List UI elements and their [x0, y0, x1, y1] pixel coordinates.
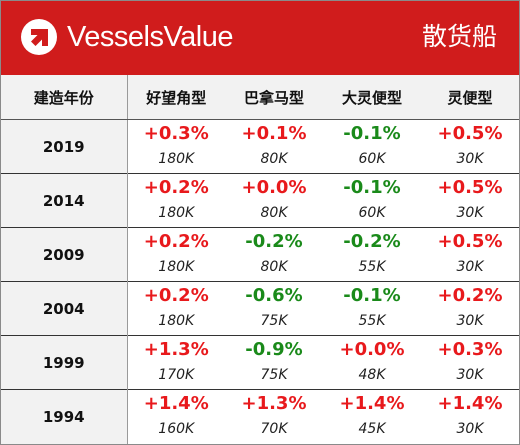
value-change-percent: +1.4%: [143, 393, 209, 414]
build-year-cell: 2019: [1, 119, 128, 174]
value-change-percent: +0.5%: [437, 231, 503, 252]
value-change-percent: +0.2%: [143, 231, 209, 252]
value-change-percent: +1.3%: [143, 339, 209, 360]
vessel-size-dwt: 70K: [260, 421, 288, 437]
table-row: 1999 +1.3% 170K -0.9% 75K +0.0% 48K +0.3% 30K: [1, 335, 519, 390]
value-change-percent: -0.1%: [343, 177, 401, 198]
panamax-cell: -0.9% 75K: [225, 335, 323, 390]
vessel-size-dwt: 55K: [358, 313, 386, 329]
value-change-percent: +0.5%: [437, 123, 503, 144]
vessel-size-dwt: 160K: [158, 421, 195, 437]
column-header-build-year: 建造年份: [1, 75, 128, 120]
build-year-cell: 2004: [1, 281, 128, 336]
supramax-cell: -0.1% 60K: [323, 173, 421, 228]
value-change-percent: -0.6%: [245, 285, 303, 306]
column-header-supramax: 大灵便型: [323, 75, 421, 120]
vessel-size-dwt: 180K: [158, 313, 195, 329]
capesize-cell: +0.2% 180K: [127, 173, 225, 228]
vessel-size-dwt: 48K: [358, 367, 386, 383]
vessel-size-dwt: 60K: [358, 151, 386, 167]
vessel-size-dwt: 80K: [260, 151, 288, 167]
value-change-percent: +1.4%: [339, 393, 405, 414]
handysize-cell: +0.3% 30K: [421, 335, 519, 390]
vessel-size-dwt: 75K: [260, 367, 288, 383]
panamax-cell: -0.2% 80K: [225, 227, 323, 282]
supramax-cell: -0.1% 60K: [323, 120, 421, 174]
vessel-size-dwt: 75K: [260, 313, 288, 329]
panamax-cell: +0.0% 80K: [225, 173, 323, 228]
vessel-size-dwt: 30K: [456, 421, 484, 437]
vessel-size-dwt: 180K: [158, 259, 195, 275]
value-change-percent: +0.2%: [143, 177, 209, 198]
vessel-category-title: 散货船: [421, 22, 497, 51]
supramax-cell: +1.4% 45K: [323, 389, 421, 444]
column-header-panamax: 巴拿马型: [225, 75, 323, 120]
table-row: 2004 +0.2% 180K -0.6% 75K -0.1% 55K +0.2% 30K: [1, 281, 519, 336]
build-year-cell: 2009: [1, 227, 128, 282]
value-change-percent: +0.5%: [437, 177, 503, 198]
vessel-size-dwt: 55K: [358, 259, 386, 275]
vessel-size-dwt: 60K: [358, 205, 386, 221]
table-row: 2009 +0.2% 180K -0.2% 80K -0.2% 55K +0.5% 30K: [1, 227, 519, 282]
vessel-size-dwt: 30K: [456, 205, 484, 221]
table-row: 1994 +1.4% 160K +1.3% 70K +1.4% 45K +1.4% 30K: [1, 389, 519, 444]
capesize-cell: +0.3% 180K: [127, 120, 225, 174]
build-year-cell: 1999: [1, 335, 128, 390]
vessel-size-dwt: 30K: [456, 259, 484, 275]
brand-name: VesselsValue: [67, 21, 233, 53]
value-change-percent: +0.0%: [241, 177, 307, 198]
capesize-cell: +0.2% 180K: [127, 281, 225, 336]
value-change-percent: +0.3%: [143, 123, 209, 144]
vessel-size-dwt: 30K: [456, 313, 484, 329]
value-change-percent: -0.1%: [343, 123, 401, 144]
handysize-cell: +0.5% 30K: [421, 227, 519, 282]
vessel-size-dwt: 170K: [158, 367, 195, 383]
handysize-cell: +0.2% 30K: [421, 281, 519, 336]
value-change-percent: -0.2%: [343, 231, 401, 252]
value-change-percent: +0.1%: [241, 123, 307, 144]
build-year-cell: 1994: [1, 389, 128, 444]
handysize-cell: +0.5% 30K: [421, 173, 519, 228]
table-row: 2019 +0.3% 180K +0.1% 80K -0.1% 60K +0.5% 30K: [1, 119, 519, 174]
panamax-cell: +0.1% 80K: [225, 120, 323, 174]
vesselsvalue-logo-icon: [21, 19, 57, 55]
value-change-percent: -0.1%: [343, 285, 401, 306]
capesize-cell: +1.3% 170K: [127, 335, 225, 390]
value-change-percent: +0.3%: [437, 339, 503, 360]
supramax-cell: -0.2% 55K: [323, 227, 421, 282]
vessel-size-dwt: 180K: [158, 205, 195, 221]
capesize-cell: +0.2% 180K: [127, 227, 225, 282]
column-header-capesize: 好望角型: [127, 75, 225, 120]
vessel-size-dwt: 180K: [158, 151, 195, 167]
column-header-handysize: 灵便型: [421, 75, 519, 120]
supramax-cell: -0.1% 55K: [323, 281, 421, 336]
panamax-cell: +1.3% 70K: [225, 389, 323, 444]
panamax-cell: -0.6% 75K: [225, 281, 323, 336]
value-change-percent: -0.9%: [245, 339, 303, 360]
value-change-table: 建造年份 好望角型 巴拿马型 大灵便型 灵便型 2019 +0.3% 180K +0.…: [1, 75, 519, 444]
vessel-size-dwt: 80K: [260, 259, 288, 275]
vessel-size-dwt: 30K: [456, 367, 484, 383]
value-change-percent: +0.0%: [339, 339, 405, 360]
value-change-percent: +0.2%: [437, 285, 503, 306]
handysize-cell: +1.4% 30K: [421, 389, 519, 444]
value-change-percent: -0.2%: [245, 231, 303, 252]
value-change-percent: +1.4%: [437, 393, 503, 414]
value-change-percent: +0.2%: [143, 285, 209, 306]
value-change-percent: +1.3%: [241, 393, 307, 414]
table-header-row: 建造年份 好望角型 巴拿马型 大灵便型 灵便型: [1, 75, 519, 120]
capesize-cell: +1.4% 160K: [127, 389, 225, 444]
vessel-size-dwt: 30K: [456, 151, 484, 167]
handysize-cell: +0.5% 30K: [421, 120, 519, 174]
build-year-cell: 2014: [1, 173, 128, 228]
header-banner: VesselsValue 散货船: [1, 1, 519, 75]
vessel-size-dwt: 80K: [260, 205, 288, 221]
table-row: 2014 +0.2% 180K +0.0% 80K -0.1% 60K +0.5% 30K: [1, 173, 519, 228]
vessel-size-dwt: 45K: [358, 421, 386, 437]
supramax-cell: +0.0% 48K: [323, 335, 421, 390]
